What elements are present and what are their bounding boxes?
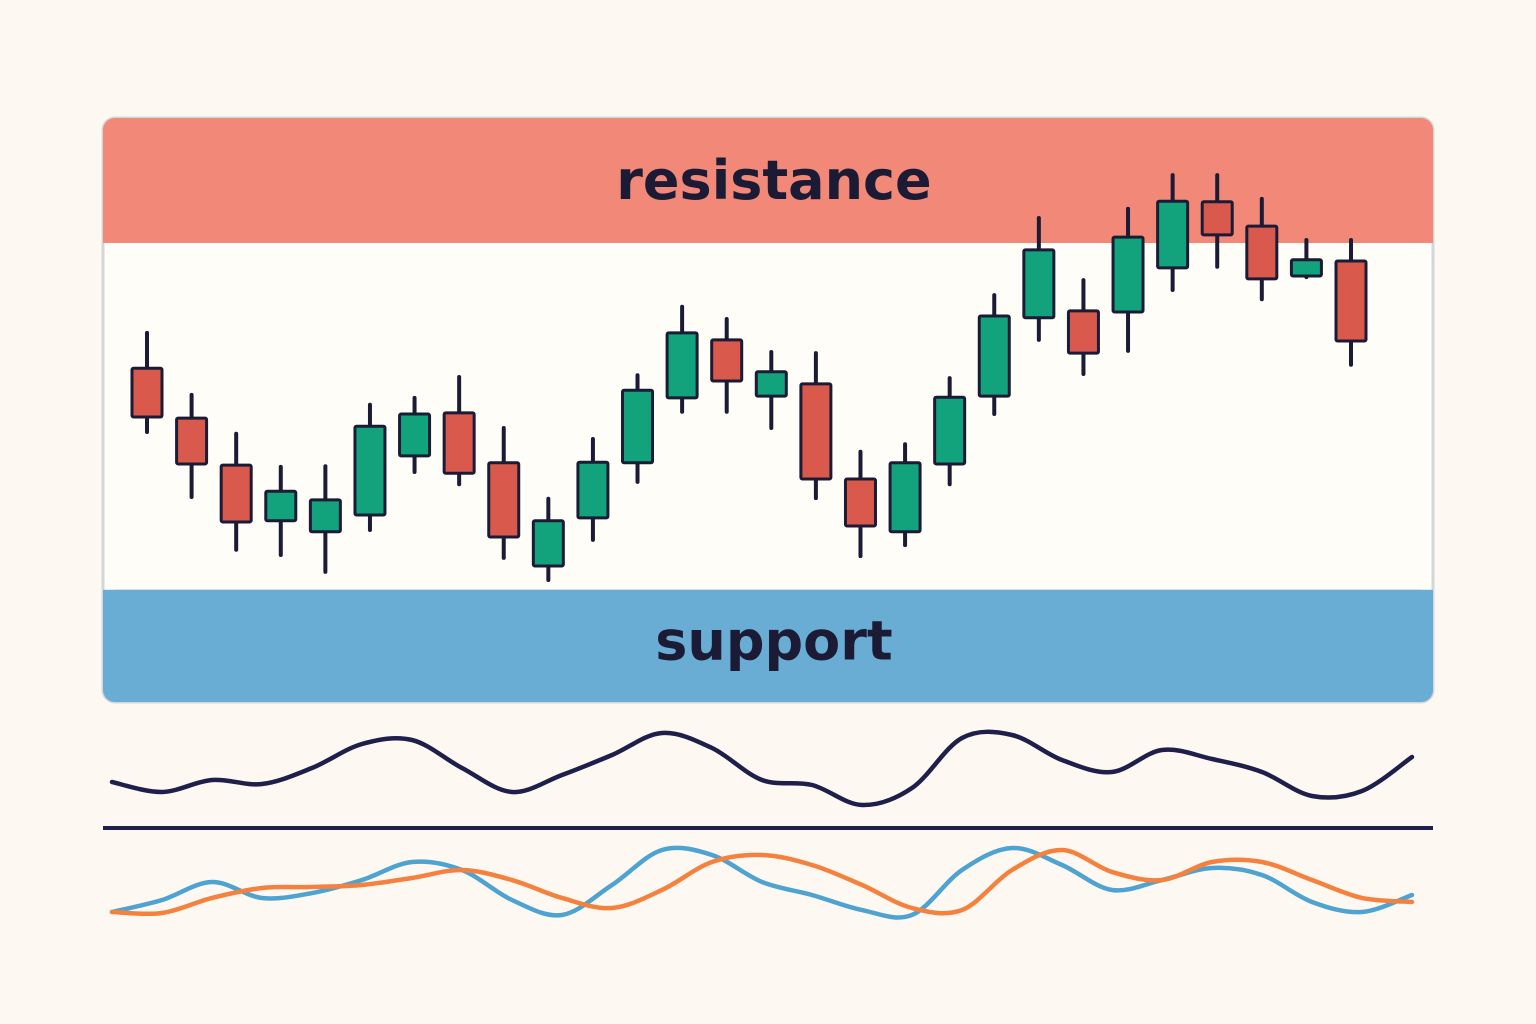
candle-body	[1066, 309, 1100, 355]
zone-corner-fill	[103, 589, 1433, 602]
indicator-lines	[109, 729, 1415, 920]
zone	[103, 589, 1433, 702]
candle-body	[1156, 199, 1190, 270]
zone-label: resistance	[616, 149, 931, 212]
indicator-line	[109, 845, 1415, 920]
candle-body	[843, 477, 877, 528]
candle-body	[1245, 224, 1279, 281]
candle-body	[442, 411, 476, 475]
candle-body	[264, 489, 298, 523]
candle-body	[576, 460, 610, 520]
candle-body	[665, 331, 699, 400]
candle-body	[933, 395, 967, 466]
zone-label: support	[655, 610, 892, 673]
candle-body	[754, 370, 788, 398]
indicator-line	[109, 729, 1415, 808]
candle-body	[531, 519, 565, 568]
candle-body	[353, 424, 387, 517]
candle-body	[621, 388, 655, 465]
zone	[103, 118, 1433, 243]
candle-body	[799, 382, 833, 481]
candle-body	[1200, 200, 1234, 237]
candle-body	[308, 498, 342, 534]
candle-body	[175, 416, 209, 466]
indicator-line	[109, 847, 1415, 917]
candle-body	[487, 461, 521, 539]
candle-body	[977, 314, 1011, 398]
candles	[130, 173, 1368, 582]
zone-corner-fill	[103, 230, 1433, 243]
candle-body	[888, 461, 922, 534]
candle-body	[130, 366, 164, 419]
candle-body	[1022, 248, 1056, 320]
candle-body	[710, 338, 744, 383]
candle-body	[219, 463, 253, 524]
candle-body	[398, 412, 432, 458]
zones: resistance support	[103, 118, 1433, 702]
candle-body	[1289, 258, 1323, 278]
candle-body	[1334, 259, 1368, 343]
candle-body	[1111, 235, 1145, 314]
